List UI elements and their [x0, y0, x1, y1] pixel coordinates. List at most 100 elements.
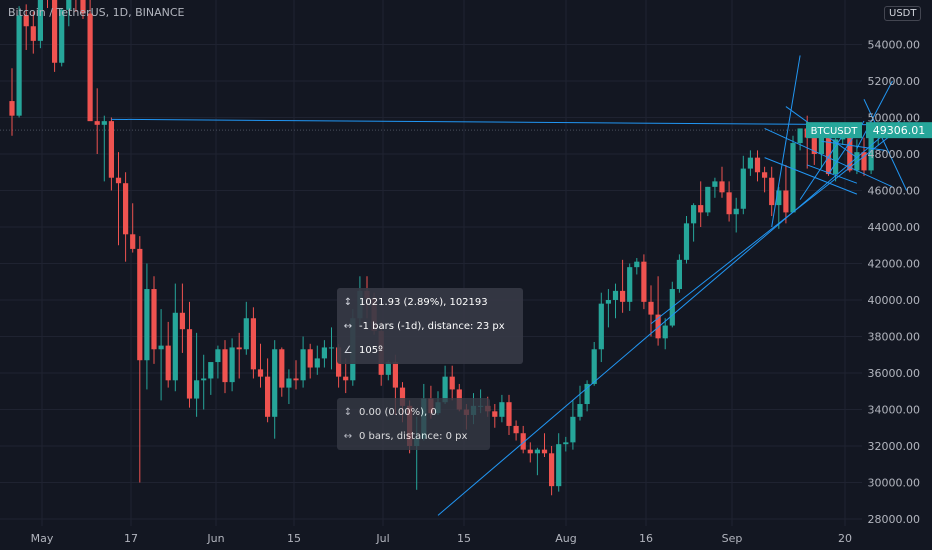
- vertical-measure-icon: ↕: [343, 406, 353, 418]
- measure-info-box: ↕ 1021.93 (2.89%), 102193 ↔ -1 bars (-1d…: [337, 288, 523, 364]
- candle: [194, 332, 200, 417]
- candle-body: [194, 380, 200, 399]
- candle-body: [201, 378, 207, 381]
- candle: [797, 128, 803, 151]
- candle-body: [392, 362, 398, 388]
- y-tick-label: 30000.00: [868, 477, 921, 490]
- bars-distance-text-2: 0 bars, distance: 0 px: [359, 430, 468, 442]
- candle: [222, 340, 228, 394]
- candle-body: [449, 376, 455, 390]
- pattern-line: [764, 157, 858, 195]
- candle: [59, 8, 65, 67]
- candle: [563, 436, 569, 452]
- candle-body: [762, 172, 768, 178]
- bars-distance-text: -1 bars (-1d), distance: 23 px: [359, 320, 505, 332]
- candle: [669, 281, 675, 328]
- candle-body: [115, 177, 122, 184]
- y-tick-label: 32000.00: [868, 440, 921, 453]
- candle-body: [612, 290, 619, 300]
- candle-body: [158, 345, 164, 350]
- y-tick-label: 54000.00: [868, 39, 921, 52]
- candle: [293, 360, 299, 390]
- candle: [257, 343, 264, 388]
- candle: [307, 343, 313, 379]
- last-price-tag: BTCUSDT 49306.01: [806, 122, 932, 139]
- candle-body: [399, 387, 406, 406]
- candle-body: [243, 318, 249, 350]
- candle-body: [825, 130, 832, 175]
- candle-body: [605, 300, 611, 304]
- pattern-line: [771, 55, 801, 228]
- symbol-title[interactable]: Bitcoin / TetherUS, 1D, BINANCE: [8, 6, 185, 19]
- candle: [627, 263, 633, 311]
- candle-body: [676, 259, 682, 290]
- candle: [250, 307, 256, 379]
- x-tick-label: 16: [639, 532, 653, 545]
- price-axis[interactable]: 54000.00 52000.00 50000.00 48000.00 46000.00…: [868, 39, 921, 527]
- time-axis[interactable]: May 17 Jun 15 Jul 15 Aug 16 Sep 20: [31, 532, 852, 545]
- candle-body: [726, 192, 732, 215]
- candle: [151, 276, 157, 364]
- candle-body: [321, 347, 327, 359]
- candle-body: [314, 358, 320, 368]
- candle: [75, 0, 77, 12]
- candle: [790, 135, 796, 213]
- candle: [37, 0, 43, 49]
- candle-body: [563, 442, 569, 445]
- candle: [47, 0, 48, 8]
- candle: [612, 283, 619, 319]
- candle: [165, 321, 171, 388]
- candle: [137, 236, 143, 483]
- candle-body: [130, 234, 136, 249]
- y-tick-label: 46000.00: [868, 185, 921, 198]
- candle: [314, 345, 320, 375]
- candle-body: [598, 303, 604, 350]
- candle-body: [620, 290, 626, 302]
- angle-row: ∠ 105º: [337, 338, 523, 362]
- candle-body: [442, 376, 448, 403]
- y-tick-label: 34000.00: [868, 404, 921, 417]
- candle: [740, 155, 746, 215]
- candle: [513, 420, 519, 441]
- candle-body: [527, 449, 533, 454]
- candle-body: [705, 186, 711, 213]
- candle-body: [293, 378, 299, 381]
- x-tick-label: Jun: [206, 532, 224, 545]
- candle-body: [222, 349, 228, 383]
- candle-body: [137, 248, 143, 361]
- trendline-drawings[interactable]: [111, 55, 908, 516]
- candle: [87, 0, 93, 122]
- candle-body: [549, 453, 555, 487]
- candle-body: [172, 312, 178, 381]
- candle-body: [712, 181, 718, 187]
- candle: [634, 258, 640, 275]
- candle: [158, 309, 164, 401]
- candle: [591, 341, 597, 386]
- candle-body: [499, 402, 505, 417]
- candle: [321, 340, 327, 368]
- candle-body: [541, 449, 548, 454]
- candle-body: [655, 314, 661, 339]
- candle: [747, 150, 753, 176]
- candle-body: [300, 349, 306, 381]
- candle: [648, 285, 654, 337]
- candle-body: [52, 0, 58, 63]
- x-tick-label: Jul: [375, 532, 389, 545]
- y-tick-label: 52000.00: [868, 75, 921, 88]
- rising-support-line: [437, 120, 900, 516]
- candle: [726, 181, 732, 222]
- angle-icon: ∠: [343, 344, 353, 356]
- candle: [30, 11, 36, 54]
- candle-body: [847, 130, 853, 171]
- x-tick-label: Sep: [722, 532, 743, 545]
- candle-body: [108, 121, 114, 178]
- candle-body: [265, 376, 271, 417]
- bars-distance-row: ↔ -1 bars (-1d), distance: 23 px: [337, 314, 523, 338]
- currency-badge[interactable]: USDT: [884, 6, 922, 21]
- y-tick-label: 48000.00: [868, 148, 921, 161]
- candle-body: [87, 13, 93, 122]
- x-tick-label: Aug: [555, 532, 576, 545]
- candle-body: [257, 369, 264, 377]
- chart-grid: [0, 0, 862, 526]
